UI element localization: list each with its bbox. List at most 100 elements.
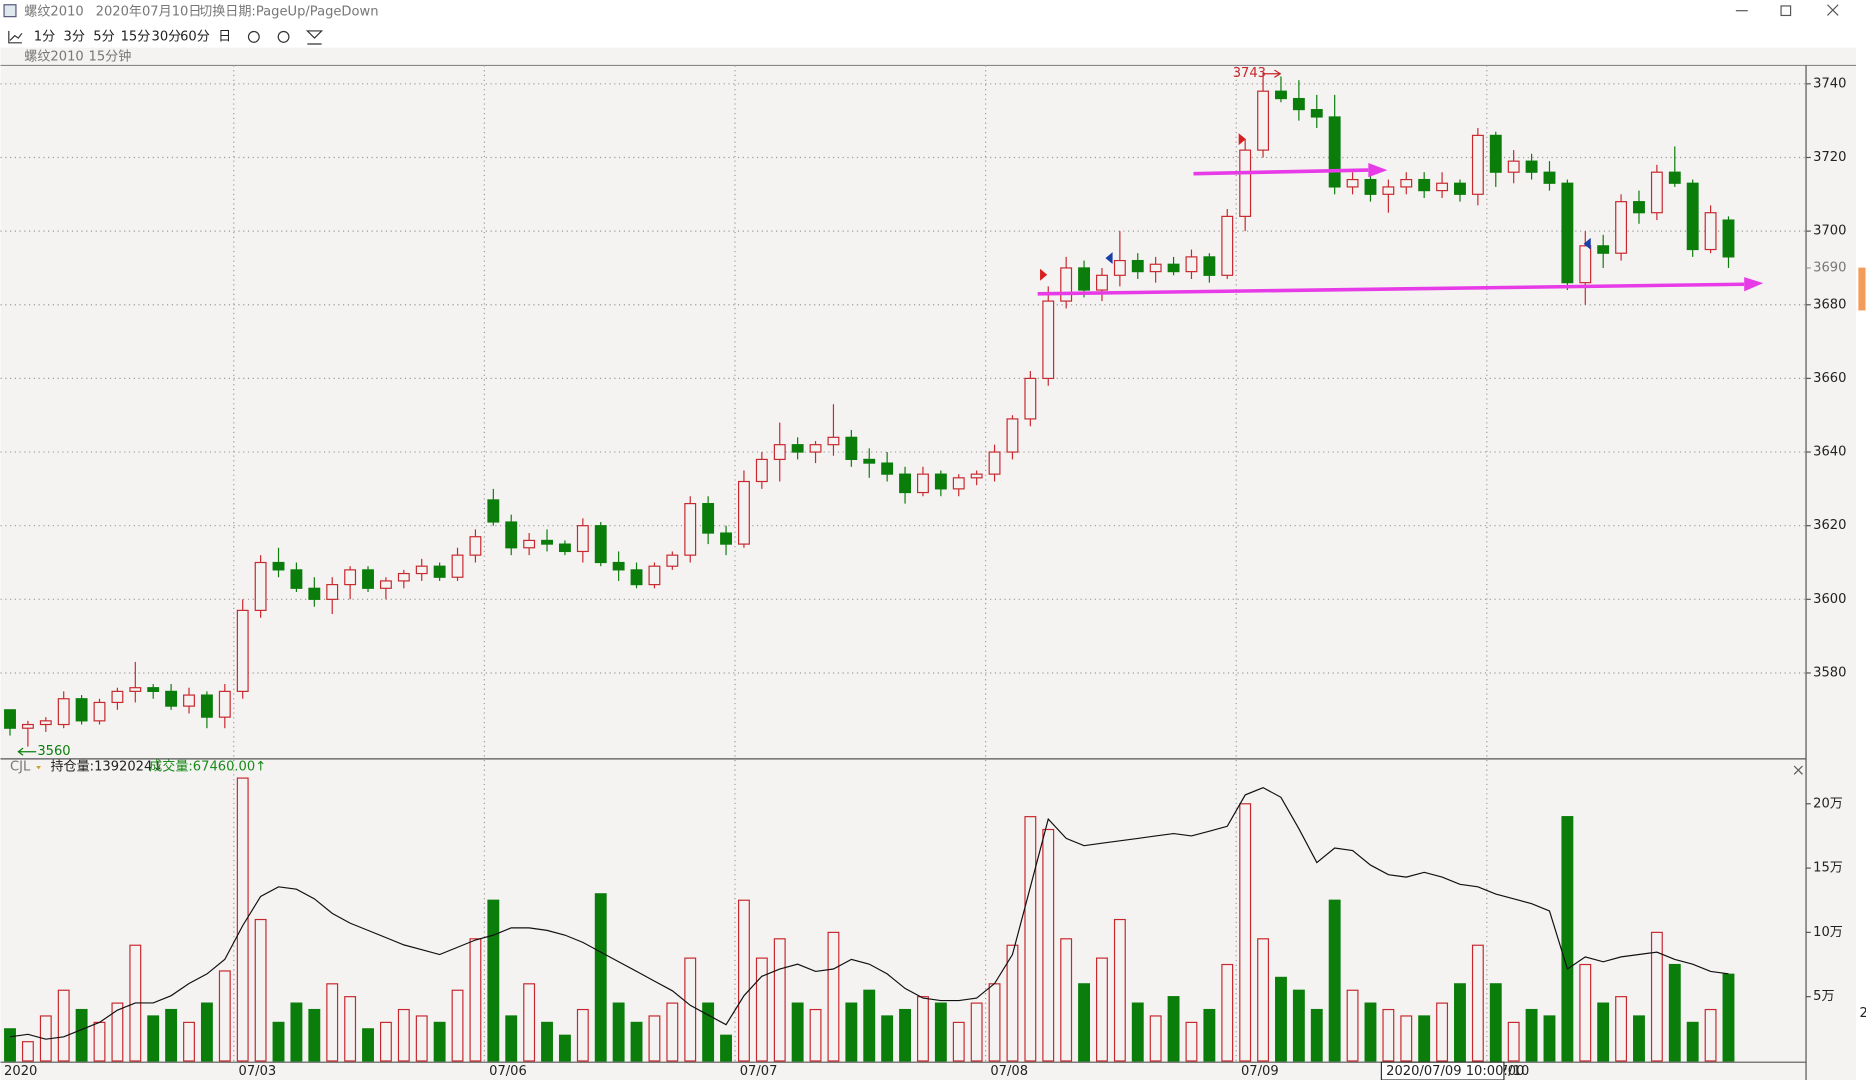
period-button[interactable]: 15分	[121, 28, 151, 44]
candle-body	[1078, 267, 1091, 291]
volume-bar	[1310, 1008, 1323, 1062]
candle-body	[1024, 377, 1037, 420]
restore-button[interactable]	[1780, 5, 1792, 17]
volume-bar	[1203, 1008, 1216, 1062]
candle-body	[737, 480, 750, 545]
volume-bar	[111, 1002, 124, 1062]
volume-bar	[1722, 973, 1735, 1062]
x-tick-label: 07/03	[239, 1064, 277, 1079]
volume-bar	[899, 1008, 911, 1062]
volume-bar	[648, 1015, 661, 1062]
candle-body	[1185, 256, 1198, 273]
candle-body	[1346, 178, 1359, 188]
volume-bar	[362, 1028, 374, 1062]
period-button[interactable]: 60分	[180, 28, 210, 44]
candle-body	[1561, 182, 1574, 284]
candle-body	[1454, 182, 1466, 195]
volume-bar	[1292, 989, 1305, 1062]
volume-bar	[1042, 828, 1055, 1062]
candle-body	[1310, 109, 1323, 118]
volume-bar	[1686, 1021, 1699, 1062]
volume-bar	[21, 1041, 34, 1062]
candle-body	[541, 539, 553, 545]
candle-body	[379, 580, 392, 589]
candle-body	[1292, 97, 1305, 111]
volume-bar	[57, 989, 70, 1062]
reset-button[interactable]	[305, 30, 324, 45]
volume-bar	[1668, 963, 1681, 1062]
app-icon	[3, 4, 17, 18]
drawn-arrow-head	[1744, 277, 1764, 292]
indicator-dropdown[interactable]	[36, 765, 41, 770]
volume-bar	[326, 983, 339, 1062]
candle-body	[93, 701, 106, 722]
edge-marker	[1858, 267, 1866, 311]
volume-bar	[666, 1002, 679, 1062]
candle-body	[147, 687, 160, 692]
y-tick-label: 3640	[1813, 445, 1846, 460]
min-label: 3560	[37, 744, 70, 759]
candle-body	[1328, 116, 1341, 188]
volume-bar	[1257, 938, 1270, 1062]
volume-bar	[755, 957, 768, 1062]
period-label: 15分钟	[89, 48, 132, 65]
period-button[interactable]: 5分	[93, 28, 114, 44]
candle-body	[702, 503, 715, 534]
period-button[interactable]: 3分	[64, 28, 85, 44]
volume-bar	[1418, 1015, 1431, 1062]
candle-body	[362, 569, 374, 589]
period-button[interactable]: 日	[218, 29, 231, 44]
volume-bar	[594, 893, 607, 1062]
y-tick-label: 3680	[1813, 297, 1846, 312]
window-title: 螺纹2010	[24, 3, 83, 19]
volume-bar	[254, 918, 267, 1062]
candle-body	[254, 561, 267, 611]
volume-bar	[1113, 918, 1126, 1062]
y-tick-label: 3700	[1813, 224, 1846, 239]
candle-body	[487, 499, 500, 523]
candle-body	[1382, 186, 1395, 195]
volume-bar	[791, 1002, 804, 1062]
volume-bar	[917, 996, 929, 1062]
volume-bar	[1346, 989, 1359, 1062]
candle-body	[558, 543, 571, 553]
close-button[interactable]	[1827, 4, 1839, 16]
candle-body	[415, 565, 428, 575]
volume-bar	[1149, 1015, 1162, 1062]
volume-bar	[1275, 976, 1287, 1062]
oi-label: 持仓量:1392024↓	[50, 759, 163, 775]
zoom-in-button[interactable]	[247, 30, 260, 43]
candle-body	[39, 720, 52, 726]
candle-body	[1686, 182, 1699, 251]
line-chart-icon[interactable]	[8, 30, 23, 44]
candle-body	[1597, 245, 1610, 254]
signal-marker	[1238, 133, 1246, 146]
candle-body	[111, 690, 124, 704]
candle-body	[773, 444, 786, 461]
candle-body	[1400, 178, 1413, 188]
zoom-out-button[interactable]	[277, 30, 290, 43]
candle-body	[1543, 171, 1556, 184]
volume-bar	[541, 1021, 553, 1062]
candle-body	[1489, 134, 1502, 173]
x-tick-label: 07/06	[489, 1064, 527, 1079]
volume-bar	[523, 983, 536, 1062]
volume-bar	[183, 1021, 195, 1062]
volume-bar	[1633, 1015, 1645, 1062]
volume-bar	[1131, 1002, 1144, 1062]
volume-bar	[720, 1034, 732, 1062]
volume-bar	[165, 1008, 178, 1062]
volume-bar	[290, 1002, 303, 1062]
y-tick-label: 10万	[1813, 925, 1843, 940]
window-date: 2020年07月10日	[96, 3, 202, 19]
pane-close[interactable]	[1793, 765, 1803, 775]
volume-bar	[988, 983, 1001, 1062]
chart-bg	[0, 47, 1856, 1080]
candle-body	[594, 525, 607, 564]
candle-body	[397, 572, 410, 582]
period-button[interactable]: 1分	[34, 28, 55, 44]
candle-body	[1507, 160, 1520, 173]
volume-bar	[881, 1015, 894, 1062]
volume-bar	[272, 1021, 285, 1062]
period-button[interactable]: 30分	[152, 28, 182, 44]
